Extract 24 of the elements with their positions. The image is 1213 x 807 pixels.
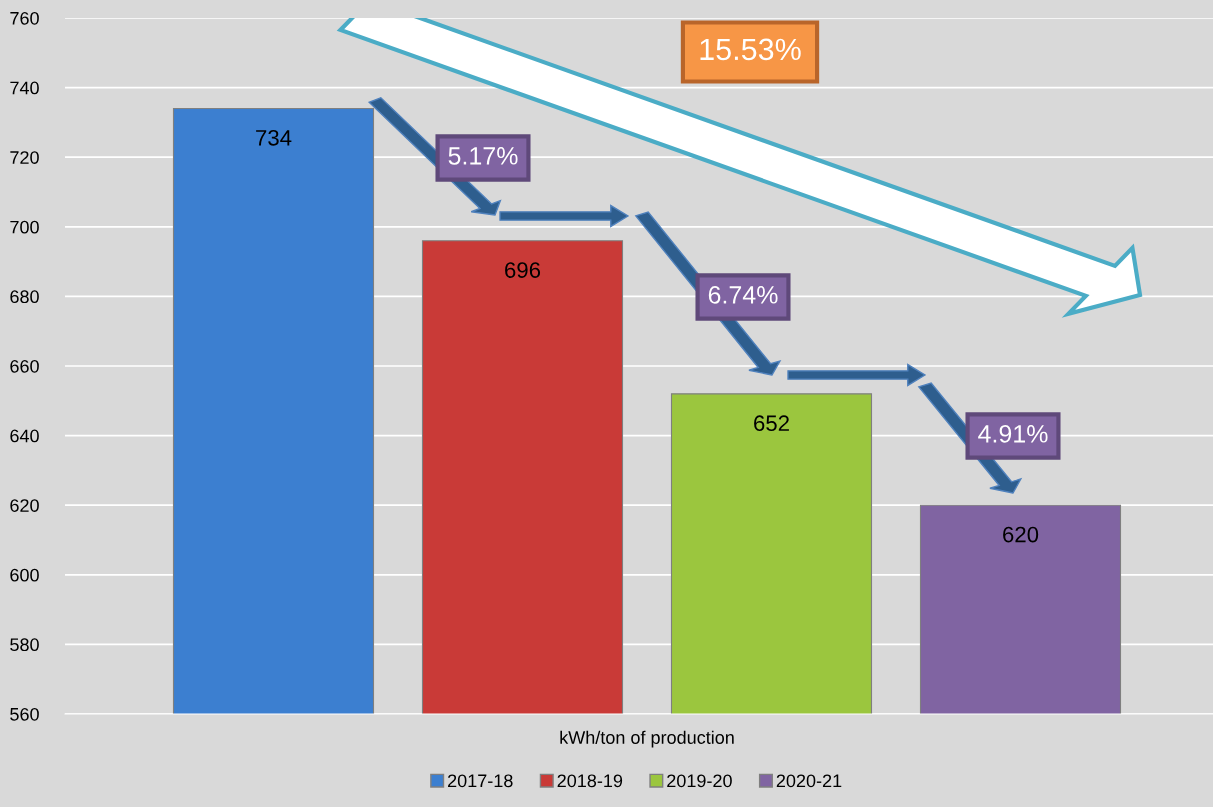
data-label: 652	[754, 415, 789, 432]
y-tick-label: 660	[10, 359, 39, 373]
legend-label: 2020-21	[776, 774, 842, 788]
y-tick-label: 580	[10, 638, 39, 652]
y-tick-label: 700	[10, 220, 39, 234]
x-tick-label: kWh/ton of production	[560, 730, 734, 748]
annotation: 4.91%	[978, 425, 1048, 443]
y-tick-label: 760	[10, 11, 39, 25]
data-label: 734	[256, 129, 292, 146]
data-label: 620	[1003, 526, 1039, 543]
y-tick-label: 740	[10, 81, 39, 95]
y-tick-label: 560	[10, 707, 39, 721]
annotation: 15.53%	[700, 38, 801, 61]
data-label: 696	[505, 262, 541, 278]
legend-label: 2017-18	[448, 774, 513, 788]
y-tick-label: 720	[10, 151, 39, 164]
legend-label: 2019-20	[667, 774, 732, 788]
y-tick-label: 620	[10, 499, 39, 512]
y-tick-label: 680	[10, 290, 39, 304]
y-tick-label: 640	[10, 429, 39, 443]
legend-label: 2018-19	[557, 774, 623, 788]
annotation: 5.17%	[448, 147, 518, 165]
y-tick-label: 600	[10, 568, 39, 582]
annotation: 6.74%	[708, 286, 778, 304]
